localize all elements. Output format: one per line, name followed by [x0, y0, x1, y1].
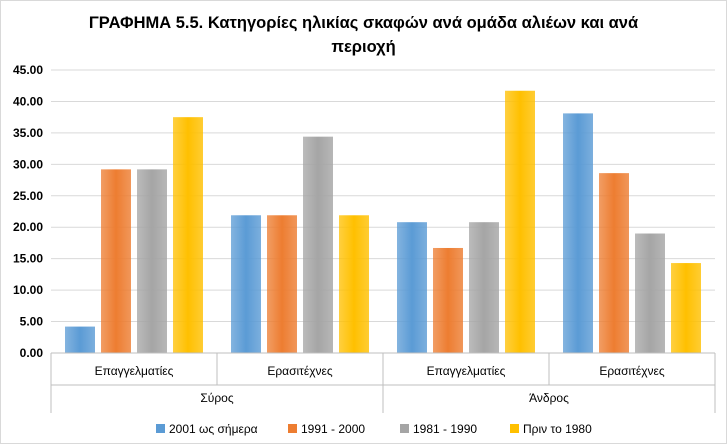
bar	[137, 169, 167, 353]
bar	[339, 215, 369, 353]
legend-label: 1991 - 2000	[301, 422, 365, 436]
y-tick-label: 20.00	[13, 220, 43, 234]
legend-swatch	[510, 424, 519, 433]
legend-label: 2001 ως σήμερα	[169, 422, 258, 436]
chart-title-line-1: ΓΡΑΦΗΜΑ 5.5. Κατηγορίες ηλικίας σκαφών α…	[88, 14, 639, 32]
y-tick-label: 35.00	[13, 126, 43, 140]
y-tick-label: 40.00	[13, 94, 43, 108]
x-category-label: Ερασιτέχνες	[267, 364, 333, 378]
bar	[671, 263, 701, 353]
legend-swatch	[156, 424, 165, 433]
bar	[635, 233, 665, 353]
bar	[563, 113, 593, 353]
legend-swatch	[288, 424, 297, 433]
y-tick-label: 15.00	[13, 252, 43, 266]
x-group-label: Άνδρος	[529, 391, 569, 405]
y-tick-label: 30.00	[13, 157, 43, 171]
chart-title: ΓΡΑΦΗΜΑ 5.5. Κατηγορίες ηλικίας σκαφών α…	[1, 11, 726, 59]
chart-title-line-2: περιοχή	[331, 38, 396, 56]
y-tick-label: 25.00	[13, 189, 43, 203]
bar	[101, 169, 131, 353]
x-group-label: Σύρος	[200, 391, 233, 405]
bar	[433, 247, 463, 353]
bar	[505, 90, 535, 354]
legend-label: Πριν το 1980	[523, 422, 592, 436]
bar	[599, 173, 629, 353]
x-category-label: Ερασιτέχνες	[599, 364, 665, 378]
y-tick-label: 5.00	[20, 315, 44, 329]
bar	[173, 117, 203, 354]
y-tick-label: 45.00	[13, 63, 43, 77]
y-tick-label: 0.00	[20, 346, 44, 360]
bar	[469, 222, 499, 353]
bar	[231, 215, 261, 353]
x-category-label: Επαγγελματίες	[95, 364, 174, 378]
y-tick-label: 10.00	[13, 283, 43, 297]
bar	[65, 326, 95, 353]
bar	[303, 136, 333, 353]
x-category-label: Επαγγελματίες	[427, 364, 506, 378]
bar	[267, 215, 297, 353]
legend-label: 1981 - 1990	[413, 422, 477, 436]
legend-swatch	[400, 424, 409, 433]
bar	[397, 222, 427, 353]
